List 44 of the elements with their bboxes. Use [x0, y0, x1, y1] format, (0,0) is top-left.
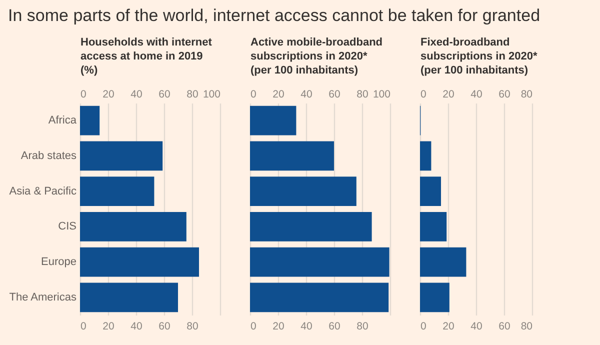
x-tick-label: 0 [80, 320, 86, 332]
bar [420, 176, 441, 206]
y-tick-label: Asia & Pacific [9, 185, 77, 198]
x2-axis-title: Fixed-broadband subscriptions in 2020* (per 100 inhabitants) [420, 36, 538, 76]
x-tick-label: 60 [158, 320, 170, 332]
bar [250, 176, 356, 206]
x-tick-label: 20 [272, 320, 284, 332]
x-tick-label: 20 [442, 88, 454, 100]
bar [80, 141, 163, 171]
bar [250, 282, 389, 312]
bar [250, 141, 334, 171]
bar [250, 212, 372, 242]
text: In some parts of the world, internet access cannot be taken for granted [7, 5, 542, 26]
bar [250, 247, 390, 277]
y-tick-label: The Americas [9, 291, 77, 304]
bar [80, 106, 100, 136]
bar [420, 141, 432, 171]
bar [80, 176, 154, 206]
x2-tick-label: 100 [202, 88, 221, 100]
x2-axis-title: Households with internet access at home in 2019 (%) [80, 36, 212, 76]
bar [420, 282, 450, 312]
x-tick-label: 60 [498, 88, 510, 100]
x-tick-label: 40 [130, 320, 142, 332]
bar [80, 282, 178, 312]
x-tick-label: 20 [102, 320, 114, 332]
bar [80, 212, 186, 242]
bar [80, 247, 199, 277]
x2-axis-title: Active mobile-broadband subscriptions in 2020* (per 100 inhabitants) [250, 36, 383, 76]
x-tick-label: 0 [420, 88, 426, 100]
y-tick-label: Africa [48, 114, 78, 127]
x-tick-label: 60 [328, 320, 340, 332]
bar [250, 106, 296, 136]
x-tick-label: 80 [520, 88, 533, 100]
y-tick-label: Europe [41, 256, 76, 268]
x2-tick-label: 100 [372, 88, 391, 100]
x-tick-label: 80 [356, 320, 368, 332]
x-tick-label: 40 [470, 88, 482, 100]
x-tick-label: 40 [300, 320, 312, 332]
x-tick-label: 80 [186, 320, 198, 332]
bar [420, 247, 466, 277]
y-tick-label: Arab states [20, 150, 77, 162]
bar [420, 212, 447, 242]
y-tick-label: CIS [58, 220, 76, 233]
x-tick-label: 0 [250, 320, 256, 332]
